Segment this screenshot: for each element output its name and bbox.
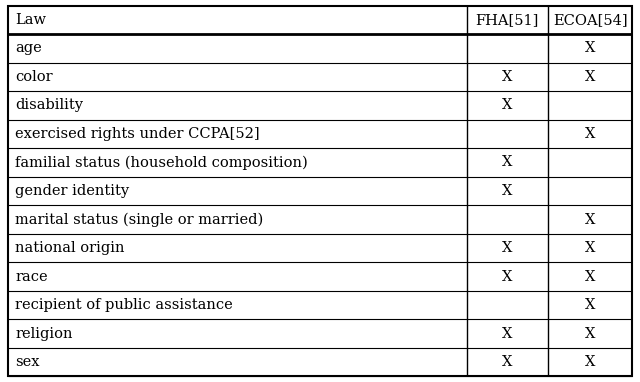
Text: X: X (502, 70, 513, 84)
Text: exercised rights under CCPA[52]: exercised rights under CCPA[52] (15, 127, 260, 141)
Text: X: X (585, 355, 595, 369)
Text: recipient of public assistance: recipient of public assistance (15, 298, 233, 312)
Text: X: X (585, 298, 595, 312)
Text: X: X (585, 327, 595, 340)
Text: X: X (585, 212, 595, 227)
Text: X: X (585, 270, 595, 283)
Text: X: X (502, 99, 513, 112)
Text: X: X (585, 127, 595, 141)
Text: sex: sex (15, 355, 40, 369)
Text: gender identity: gender identity (15, 184, 129, 198)
Text: FHA[51]: FHA[51] (476, 13, 539, 27)
Text: X: X (502, 241, 513, 255)
Text: religion: religion (15, 327, 73, 340)
Text: X: X (585, 42, 595, 55)
Text: national origin: national origin (15, 241, 125, 255)
Text: X: X (585, 241, 595, 255)
Text: X: X (502, 355, 513, 369)
Text: X: X (502, 155, 513, 170)
Text: race: race (15, 270, 48, 283)
Text: age: age (15, 42, 42, 55)
Text: marital status (single or married): marital status (single or married) (15, 212, 264, 227)
Text: disability: disability (15, 99, 83, 112)
Text: Law: Law (15, 13, 46, 27)
Text: X: X (502, 327, 513, 340)
Text: X: X (585, 70, 595, 84)
Text: color: color (15, 70, 53, 84)
Text: X: X (502, 270, 513, 283)
Text: ECOA[54]: ECOA[54] (553, 13, 627, 27)
Text: X: X (502, 184, 513, 198)
Text: familial status (household composition): familial status (household composition) (15, 155, 308, 170)
